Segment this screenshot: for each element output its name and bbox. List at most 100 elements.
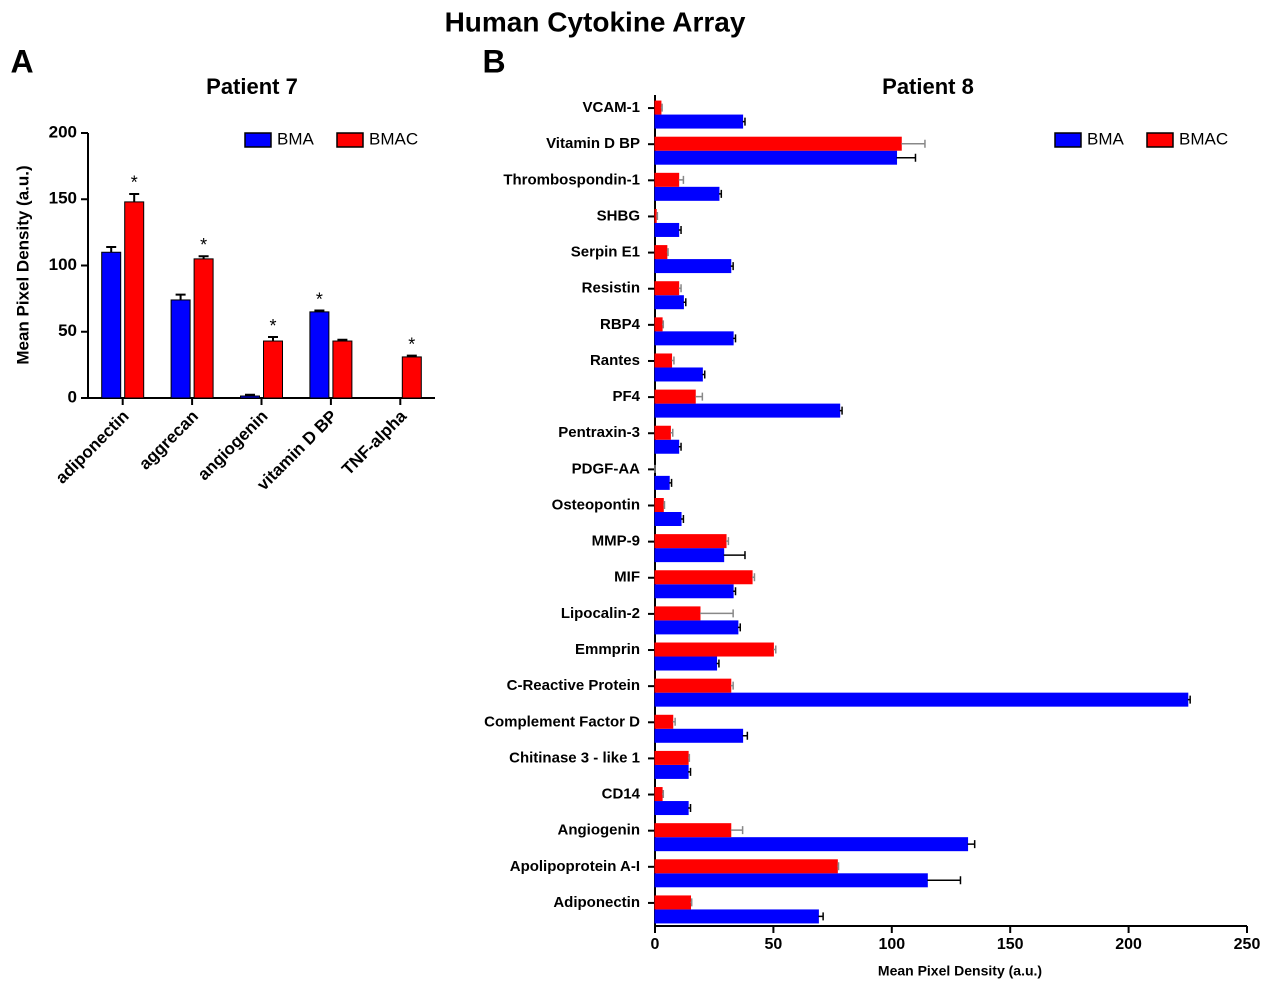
bar <box>654 714 674 729</box>
bar <box>309 311 330 399</box>
significance-marker: * <box>316 289 323 309</box>
y-tick-label: RBP4 <box>600 316 641 333</box>
y-tick-label: Osteopontin <box>552 496 640 513</box>
y-tick-label: Resistin <box>582 280 640 297</box>
x-tick-label: angiogenin <box>194 407 272 485</box>
error-bar <box>671 356 675 365</box>
error-bar <box>688 804 692 813</box>
bar <box>263 340 283 399</box>
error-bar <box>314 309 325 312</box>
error-bar <box>726 537 730 546</box>
error-bar <box>678 284 682 293</box>
figure-title: Human Cytokine Array <box>445 6 746 37</box>
error-bar <box>716 659 720 668</box>
error-bar <box>967 840 976 849</box>
bar <box>101 251 122 399</box>
y-tick-label: Serpin E1 <box>571 244 640 261</box>
bar <box>654 837 969 852</box>
y-tick-label: Emmprin <box>575 641 640 658</box>
bar <box>654 353 673 368</box>
bar <box>654 186 720 201</box>
error-bar <box>901 139 926 148</box>
bar <box>654 245 668 260</box>
y-tick-label: Thrombospondin-1 <box>503 171 640 188</box>
bar <box>654 642 774 657</box>
error-bar <box>656 211 659 220</box>
x-tick-label: 200 <box>1115 936 1142 953</box>
error-bar <box>175 293 186 300</box>
legend-swatch <box>336 132 364 148</box>
bar <box>654 656 718 671</box>
error-bar <box>818 912 824 921</box>
bar <box>332 340 353 399</box>
bar <box>654 100 662 115</box>
significance-marker: * <box>269 316 276 336</box>
error-bar <box>718 189 723 198</box>
bar <box>654 475 670 490</box>
bar <box>654 678 732 693</box>
y-tick-label: PF4 <box>612 388 640 405</box>
bar <box>654 498 664 512</box>
error-bar <box>723 551 746 560</box>
error-bar <box>337 338 348 342</box>
bar <box>654 259 732 274</box>
x-tick-label: aggrecan <box>135 407 202 474</box>
bar <box>654 801 689 816</box>
error-bar <box>695 392 704 401</box>
bar <box>654 859 838 874</box>
bar <box>240 395 260 399</box>
y-tick-label: 200 <box>49 122 77 141</box>
error-bar <box>678 225 682 234</box>
error-bar <box>752 573 756 582</box>
x-tick-label: 0 <box>651 936 660 953</box>
y-tick-label: CD14 <box>602 786 641 803</box>
y-tick-label: Chitinase 3 - like 1 <box>509 749 640 766</box>
bar <box>654 570 753 585</box>
error-bar <box>1187 695 1191 704</box>
y-axis-label: Mean Pixel Density (a.u.) <box>13 165 32 364</box>
bar <box>654 367 703 382</box>
panel-letter: A <box>10 43 33 79</box>
error-bar <box>660 103 663 112</box>
bar <box>170 299 191 399</box>
error-bar <box>662 790 665 799</box>
bar <box>654 114 744 129</box>
error-bar <box>730 681 734 690</box>
chart-title: Patient 8 <box>882 74 974 99</box>
y-tick-label: 100 <box>49 255 77 274</box>
bar <box>654 512 682 526</box>
error-bar <box>268 336 278 342</box>
error-bar <box>678 175 685 184</box>
y-tick-label: C-Reactive Protein <box>507 677 640 694</box>
x-tick-label: 250 <box>1234 936 1261 953</box>
error-bar <box>730 262 734 271</box>
y-tick-label: Angiogenin <box>558 822 641 839</box>
y-tick-label: Adiponectin <box>553 894 640 911</box>
bar <box>654 295 684 310</box>
error-bar <box>773 645 777 654</box>
x-tick-label: adiponectin <box>52 407 133 488</box>
error-bar <box>896 153 917 162</box>
error-bar <box>839 406 843 415</box>
bar <box>654 750 689 765</box>
error-bar <box>129 192 140 202</box>
bar <box>654 150 898 165</box>
legend-label: BMA <box>277 129 315 148</box>
error-bar <box>699 609 734 618</box>
legend-swatch <box>244 132 272 148</box>
significance-marker: * <box>131 173 138 193</box>
y-tick-label: 0 <box>68 387 77 406</box>
x-tick-label: TNF-alpha <box>338 406 411 479</box>
error-bar <box>683 298 687 307</box>
bar <box>654 895 692 910</box>
panel-letter: B <box>482 43 505 79</box>
y-tick-label: Complement Factor D <box>484 713 640 730</box>
y-tick-label: Lipocalin-2 <box>561 605 640 622</box>
error-bar <box>678 442 682 451</box>
bar <box>654 584 734 599</box>
legend-swatch <box>1146 132 1174 148</box>
legend-label: BMAC <box>369 129 418 148</box>
error-bar <box>669 478 673 487</box>
